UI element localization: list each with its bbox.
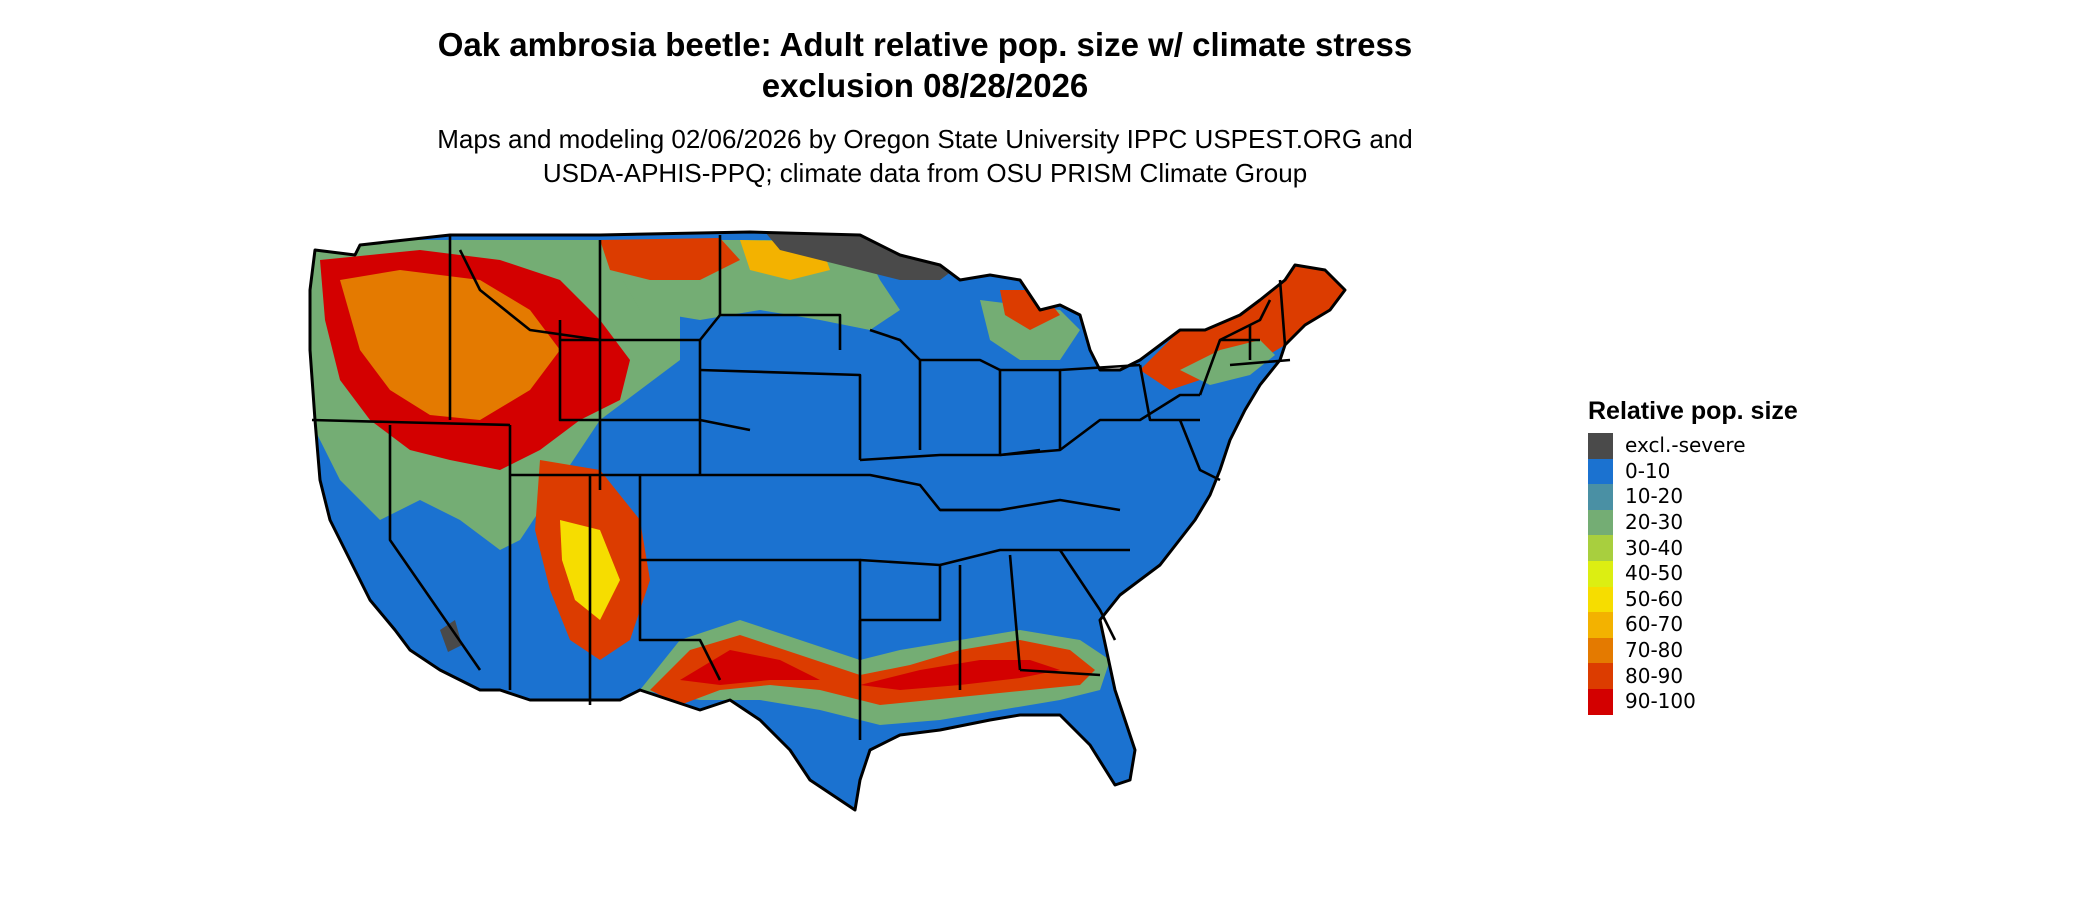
legend-label: 90-100 bbox=[1625, 689, 1696, 714]
legend-swatch bbox=[1588, 535, 1613, 561]
legend-swatch bbox=[1588, 560, 1613, 587]
legend-swatch bbox=[1588, 612, 1613, 638]
state-border-line bbox=[999, 393, 1200, 457]
map-subtitle-line-2: USDA-APHIS-PPQ; climate data from OSU PR… bbox=[542, 158, 1308, 188]
legend-title: Relative pop. size bbox=[1588, 397, 1798, 425]
state-border-line bbox=[859, 558, 942, 622]
legend-label: 40-50 bbox=[1625, 561, 1684, 586]
plains-north-hot-region bbox=[600, 238, 740, 280]
state-border-line bbox=[1219, 299, 1272, 342]
legend-item: excl.-severe bbox=[1588, 433, 1868, 459]
state-borders bbox=[311, 235, 1291, 740]
state-border-line bbox=[1229, 358, 1291, 367]
south-hot-region bbox=[650, 635, 1095, 705]
legend-label: 80-90 bbox=[1625, 663, 1684, 688]
state-border-line bbox=[939, 548, 1130, 567]
southwest-excluded-region bbox=[440, 620, 462, 652]
legend-item: 30-40 bbox=[1588, 535, 1868, 561]
legend-label: 70-80 bbox=[1625, 638, 1684, 663]
legend-swatch bbox=[1588, 688, 1613, 715]
state-border-line bbox=[600, 418, 751, 432]
legend-label: 50-60 bbox=[1625, 586, 1684, 611]
map-title-line-1: Oak ambrosia beetle: Adult relative pop.… bbox=[437, 26, 1413, 63]
state-border-line bbox=[1058, 549, 1117, 641]
state-border-line bbox=[1019, 668, 1101, 677]
map-title: Oak ambrosia beetle: Adult relative pop.… bbox=[330, 24, 1520, 106]
legend-swatch bbox=[1588, 484, 1613, 510]
map-fill-group bbox=[310, 232, 1345, 810]
state-border-line bbox=[1278, 279, 1287, 346]
legend-swatch bbox=[1588, 586, 1613, 613]
legend-swatch bbox=[1588, 433, 1613, 459]
legend-label: 10-20 bbox=[1625, 484, 1684, 509]
legend-item: 80-90 bbox=[1588, 663, 1868, 689]
legend-swatch bbox=[1588, 637, 1613, 664]
state-border-line bbox=[940, 498, 1121, 512]
state-border-line bbox=[638, 475, 722, 681]
legend-swatch bbox=[1588, 509, 1613, 536]
map-title-line-2: exclusion 08/28/2026 bbox=[761, 67, 1089, 104]
legend-swatch bbox=[1588, 458, 1613, 485]
state-border-line bbox=[1138, 364, 1200, 422]
legend-item: 90-100 bbox=[1588, 688, 1868, 715]
us-map bbox=[308, 230, 1347, 812]
legend-item: 70-80 bbox=[1588, 637, 1868, 664]
state-border-line bbox=[718, 235, 842, 350]
state-border-line bbox=[1008, 554, 1022, 671]
us-outline bbox=[308, 230, 1347, 812]
legend-item: 60-70 bbox=[1588, 612, 1868, 638]
legend-label: excl.-severe bbox=[1625, 433, 1746, 458]
legend-label: 60-70 bbox=[1625, 612, 1684, 637]
legend-label: 30-40 bbox=[1625, 535, 1684, 560]
state-border-line bbox=[920, 358, 1002, 455]
legend-item: 50-60 bbox=[1588, 586, 1868, 613]
state-border-line bbox=[388, 425, 482, 671]
legend-item: 20-30 bbox=[1588, 509, 1868, 536]
legend-label: 0-10 bbox=[1625, 458, 1671, 483]
state-border-line bbox=[1059, 363, 1141, 372]
legend-item: 10-20 bbox=[1588, 484, 1868, 510]
state-border-line bbox=[558, 320, 702, 475]
legend-item: 0-10 bbox=[1588, 458, 1868, 485]
state-border-line bbox=[699, 368, 862, 460]
state-border-line bbox=[458, 249, 601, 342]
legend-label: 20-30 bbox=[1625, 510, 1684, 535]
map-subtitle-line-1: Maps and modeling 02/06/2026 by Oregon S… bbox=[437, 124, 1413, 154]
map-subtitle: Maps and modeling 02/06/2026 by Oregon S… bbox=[330, 122, 1520, 190]
south-core-region bbox=[680, 650, 820, 685]
state-border-line bbox=[1178, 419, 1221, 482]
legend-item: 40-50 bbox=[1588, 560, 1868, 587]
legend-swatch bbox=[1588, 663, 1613, 689]
state-border-line bbox=[869, 328, 922, 450]
state-border-line bbox=[311, 418, 511, 427]
state-border-line bbox=[698, 314, 722, 341]
state-border-line bbox=[558, 340, 600, 422]
map-legend: Relative pop. size excl.-severe 0-10 10-… bbox=[1588, 395, 1868, 715]
